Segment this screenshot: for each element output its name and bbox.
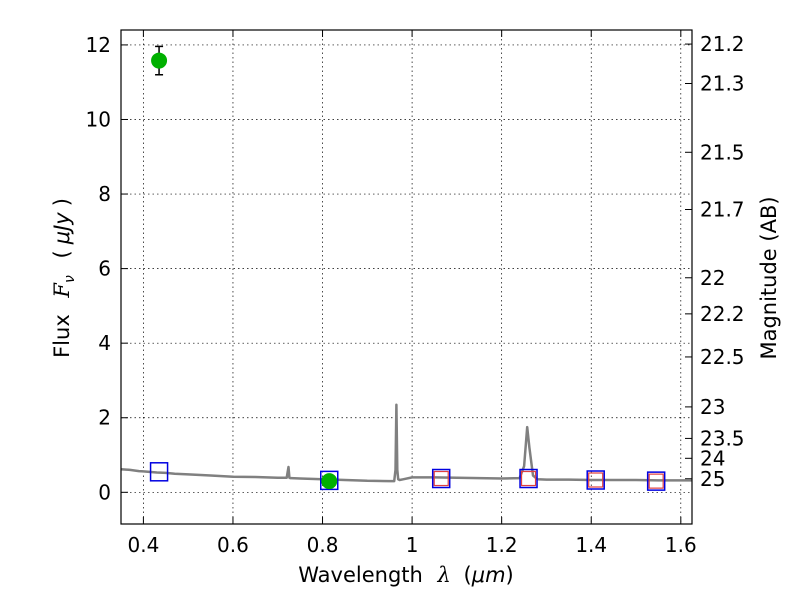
- magnitude-tick-label: 23: [700, 395, 725, 419]
- magnitude-tick-label: 25: [700, 467, 725, 491]
- spectrum-line: [120, 403, 692, 483]
- y-axis-label-subscript: ν: [62, 275, 78, 283]
- magnitude-tick-label: 22.2: [700, 302, 745, 326]
- x-tick-label: 1.4: [575, 533, 607, 557]
- photometry-point: [151, 52, 168, 69]
- model-photometry-marker: [149, 462, 169, 482]
- x-tick-label: 0.8: [307, 533, 339, 557]
- limit-marker: [588, 472, 604, 488]
- magnitude-tick-label: 22: [700, 266, 725, 290]
- y-axis-label-unit: μJy: [50, 212, 74, 246]
- photometry-point: [321, 473, 338, 490]
- x-tick-label: 0.4: [127, 533, 159, 557]
- y-tick-label: 0: [98, 480, 111, 504]
- y-tick-label: 12: [86, 33, 111, 57]
- y-tick-label: 2: [98, 406, 111, 430]
- x-tick-label: 0.6: [217, 533, 249, 557]
- magnitude-tick-label: 21.5: [700, 140, 745, 164]
- magnitude-tick-label: 22.5: [700, 345, 745, 369]
- limit-marker: [648, 473, 664, 489]
- model-photometry-marker: [319, 470, 339, 491]
- x-tick-label: 1.2: [486, 533, 518, 557]
- x-axis-label: Wavelength λ (μm): [298, 563, 514, 587]
- plot-frame: [120, 29, 693, 525]
- model-photometry-marker: [646, 471, 666, 491]
- y-tick-label: 8: [98, 182, 111, 206]
- axis-ticks: [121, 30, 692, 524]
- y-axis-label-symbol: F: [50, 282, 74, 299]
- x-axis-label-text: Wavelength: [298, 563, 423, 587]
- y-tick-labels: 0 2 4 6 8 10 12: [86, 33, 111, 504]
- limit-marker: [520, 470, 537, 487]
- y-tick-label: 10: [86, 107, 111, 131]
- model-photometry-marker: [431, 468, 451, 489]
- magnitude-tick-label: 21.2: [700, 32, 745, 56]
- plot-area: [120, 45, 692, 491]
- model-photometry-marker: [586, 470, 605, 490]
- magnitude-tick-label: 23.5: [700, 426, 745, 450]
- x-axis-label-symbol: λ: [437, 563, 451, 587]
- magnitude-tick-label: 21.7: [700, 197, 745, 221]
- grid-lines: [121, 30, 692, 524]
- x-tick-label: 1.6: [665, 533, 697, 557]
- x-tick-labels: 0.4 0.6 0.8 1 1.2 1.4 1.6: [127, 533, 696, 557]
- magnitude-tick-label: 21.3: [700, 72, 745, 96]
- x-tick-label: 1: [406, 533, 419, 557]
- y-tick-label: 6: [98, 257, 111, 281]
- model-photometry-marker: [519, 468, 538, 489]
- y-axis-label-text: Flux: [50, 314, 74, 358]
- x-axis-label-unit: μm: [471, 563, 506, 587]
- y-tick-label: 4: [98, 331, 111, 355]
- y2-axis-label: Magnitude (AB): [757, 196, 781, 359]
- limit-marker: [433, 470, 449, 487]
- y-axis-label: Flux Fν (μJy): [50, 198, 79, 358]
- magnitude-tick-label: 24: [700, 446, 725, 470]
